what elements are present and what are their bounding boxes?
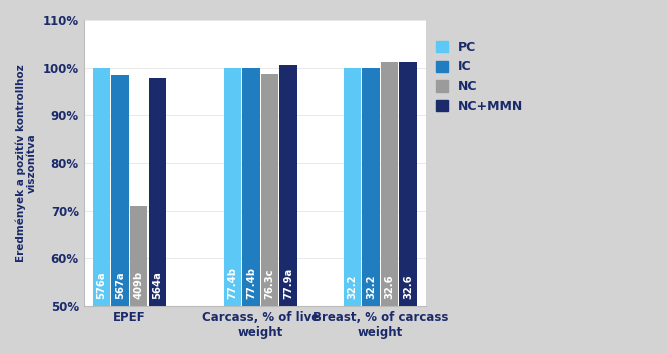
Text: 564a: 564a [152,271,162,299]
Bar [111,75,129,306]
Legend: PC, IC, NC, NC+MMN: PC, IC, NC, NC+MMN [436,41,524,113]
Text: 77.9a: 77.9a [283,268,293,299]
Bar [400,62,417,306]
Bar [344,68,362,306]
Text: 32.2: 32.2 [366,274,376,299]
Bar [261,74,278,306]
Text: 77.4b: 77.4b [246,267,256,299]
Bar [242,68,259,306]
Bar [362,68,380,306]
Bar [130,206,147,306]
Text: 32.2: 32.2 [348,274,358,299]
Bar [93,68,110,306]
Bar [224,68,241,306]
Y-axis label: Eredmények a pozitív kontrollhoz
viszonítva: Eredmények a pozitív kontrollhoz viszoní… [15,64,37,262]
Text: 409b: 409b [133,271,143,299]
Text: 32.6: 32.6 [385,274,395,299]
Text: 576a: 576a [97,272,107,299]
Bar [149,78,166,306]
Text: 77.4b: 77.4b [227,267,237,299]
Text: 567a: 567a [115,272,125,299]
Text: 76.3c: 76.3c [265,268,275,299]
Bar [381,62,398,306]
Bar [279,65,297,306]
Text: 32.6: 32.6 [403,274,413,299]
